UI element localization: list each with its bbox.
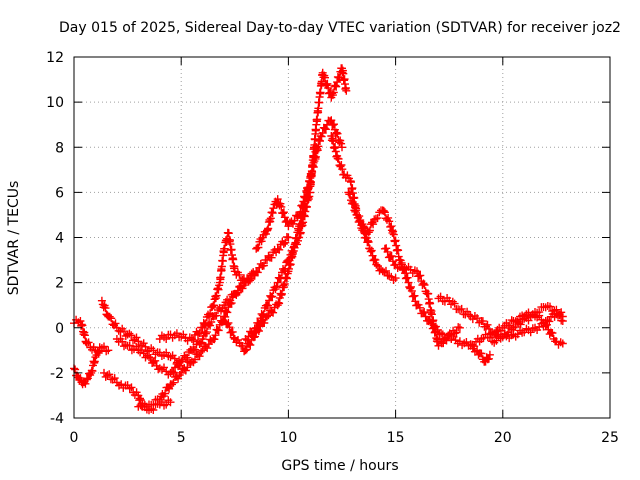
plus-markers — [241, 64, 351, 344]
y-tick-label: 2 — [55, 276, 64, 292]
plus-markers — [252, 116, 346, 253]
plus-markers — [100, 368, 175, 415]
axis-ticks: 0 5 10 15 20 25 -4 -2 0 2 4 6 8 10 12 — [46, 50, 619, 446]
y-tick-label: 0 — [55, 321, 64, 337]
y-tick-label: 6 — [55, 185, 64, 201]
plus-markers — [70, 346, 104, 389]
plus-markers — [155, 228, 261, 345]
x-tick-label: 20 — [494, 430, 512, 446]
x-tick-label: 0 — [70, 430, 79, 446]
x-tick-label: 25 — [601, 430, 619, 446]
data-series-13 — [380, 244, 464, 350]
chart-title: Day 015 of 2025, Sidereal Day-to-day VTE… — [59, 20, 621, 36]
data-series-10 — [241, 64, 351, 344]
plus-markers — [70, 315, 113, 356]
x-tick-label: 15 — [387, 430, 405, 446]
y-tick-label: -2 — [50, 366, 64, 382]
y-axis-label: SDTVAR / TECUs — [6, 181, 22, 296]
x-axis-label: GPS time / hours — [281, 458, 398, 474]
y-tick-label: 10 — [46, 95, 64, 111]
data-series-1 — [70, 315, 113, 356]
data-series-9 — [252, 116, 346, 253]
plus-markers — [466, 302, 567, 351]
y-tick-label: 4 — [55, 231, 64, 247]
data-series-16 — [488, 319, 567, 349]
grid-lines — [74, 57, 610, 418]
data-series-15 — [466, 302, 567, 351]
data-series-7 — [155, 228, 261, 345]
y-tick-label: 8 — [55, 140, 64, 156]
data-series-3 — [97, 296, 186, 367]
data-series-2 — [70, 346, 104, 389]
plus-markers — [97, 296, 186, 367]
y-tick-label: -4 — [50, 411, 64, 427]
x-tick-label: 5 — [177, 430, 186, 446]
data-markers — [70, 64, 567, 415]
plus-markers — [488, 319, 567, 349]
data-series-4 — [100, 368, 175, 415]
x-tick-label: 10 — [279, 430, 297, 446]
plus-markers — [380, 244, 464, 350]
y-tick-label: 12 — [46, 50, 64, 66]
